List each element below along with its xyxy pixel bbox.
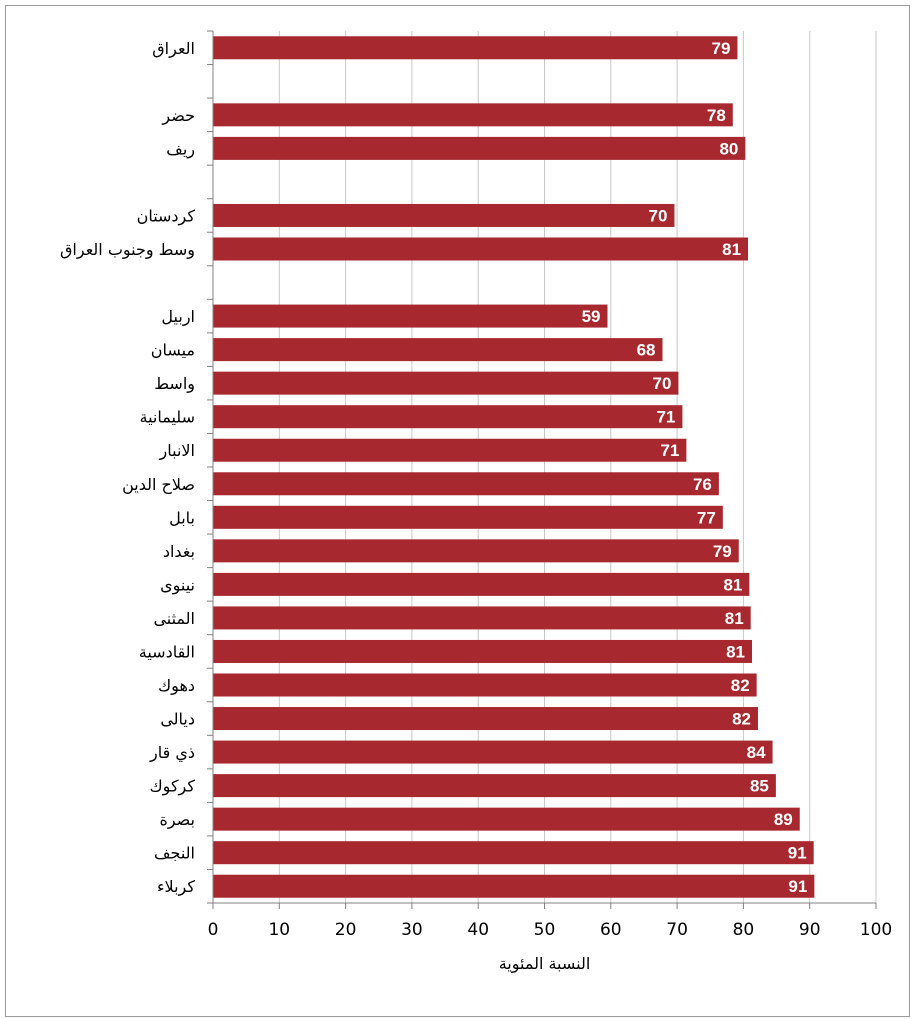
bar — [213, 707, 758, 731]
x-tick-label: 60 — [600, 920, 622, 940]
bar — [213, 472, 719, 496]
category-label: المثنى — [153, 609, 195, 628]
category-label: نينوى — [160, 575, 195, 595]
category-label: واسط — [154, 374, 195, 394]
bar — [213, 371, 679, 395]
data-label: 76 — [693, 475, 712, 494]
category-label: كركوك — [149, 777, 195, 797]
data-label: 79 — [712, 39, 731, 58]
data-label: 71 — [656, 408, 675, 427]
data-label: 89 — [774, 810, 793, 829]
bar — [213, 774, 776, 798]
data-label: 81 — [723, 575, 742, 594]
x-tick-label: 40 — [467, 920, 489, 940]
data-label: 70 — [649, 206, 668, 225]
data-label: 81 — [726, 642, 745, 661]
category-label: ريف — [166, 139, 195, 159]
data-label: 85 — [750, 777, 769, 796]
x-tick-label: 30 — [401, 920, 423, 940]
bar — [213, 103, 733, 127]
data-label: 91 — [788, 877, 807, 896]
category-label: بغداد — [163, 542, 195, 561]
data-label: 70 — [653, 374, 672, 393]
category-label: بصرة — [159, 810, 195, 830]
bar — [213, 438, 687, 462]
data-label: 80 — [719, 139, 738, 158]
bar — [213, 405, 683, 429]
bar — [213, 304, 608, 328]
data-label: 78 — [707, 106, 726, 125]
data-label: 81 — [725, 609, 744, 628]
data-label: 91 — [788, 844, 807, 863]
bar — [213, 673, 757, 697]
category-label: حضر — [161, 106, 195, 126]
category-label: الانبار — [159, 441, 195, 461]
x-tick-label: 20 — [335, 920, 357, 940]
category-label: كربلاء — [157, 877, 195, 897]
category-label: كردستان — [137, 206, 196, 226]
data-label: 68 — [637, 341, 656, 360]
category-label: العراق — [152, 39, 195, 59]
bar — [213, 606, 751, 630]
category-label: ديالى — [160, 710, 195, 729]
bar — [213, 36, 738, 60]
x-tick-label: 80 — [733, 920, 755, 940]
x-tick-label: 70 — [666, 920, 688, 940]
category-label: النجف — [154, 844, 195, 863]
category-label: ميسان — [151, 341, 195, 360]
category-label: وسط وجنوب العراق — [60, 240, 195, 260]
bars — [213, 36, 815, 898]
bar — [213, 841, 814, 865]
category-label: بابل — [169, 508, 195, 527]
data-label: 77 — [697, 508, 716, 527]
x-tick-label: 100 — [860, 920, 892, 940]
data-label: 59 — [582, 307, 601, 326]
bar — [213, 572, 750, 596]
category-label: القادسية — [139, 642, 195, 661]
x-tick-label: 10 — [268, 920, 290, 940]
bar — [213, 136, 746, 160]
category-label: صلاح الدين — [122, 475, 195, 495]
bar — [213, 639, 753, 663]
axes — [207, 30, 877, 909]
bar — [213, 874, 815, 898]
category-label: ذي قار — [149, 743, 195, 763]
data-label: 71 — [660, 441, 679, 460]
category-label: اربيل — [161, 307, 195, 327]
bar — [213, 539, 739, 563]
bar — [213, 740, 773, 764]
bar — [213, 338, 663, 362]
data-label: 84 — [747, 743, 766, 762]
x-tick-label: 0 — [208, 920, 219, 940]
x-tick-label: 50 — [534, 920, 556, 940]
labels: 0 10 20 30 40 50 60 70 80 90 100 العراق 79 حضر 78 ريف 80… — [60, 39, 892, 940]
bar — [213, 505, 723, 529]
bar — [213, 237, 749, 261]
data-label: 82 — [731, 676, 750, 695]
bar — [213, 203, 675, 227]
data-label: 82 — [732, 710, 751, 729]
x-tick-label: 90 — [799, 920, 821, 940]
bar — [213, 807, 800, 831]
data-label: 81 — [722, 240, 741, 259]
category-label: دهوك — [158, 676, 195, 696]
data-label: 79 — [713, 542, 732, 561]
category-label: سليمانية — [139, 408, 195, 427]
x-axis-title: النسبة المئوية — [499, 954, 591, 974]
grid-lines — [278, 31, 877, 903]
